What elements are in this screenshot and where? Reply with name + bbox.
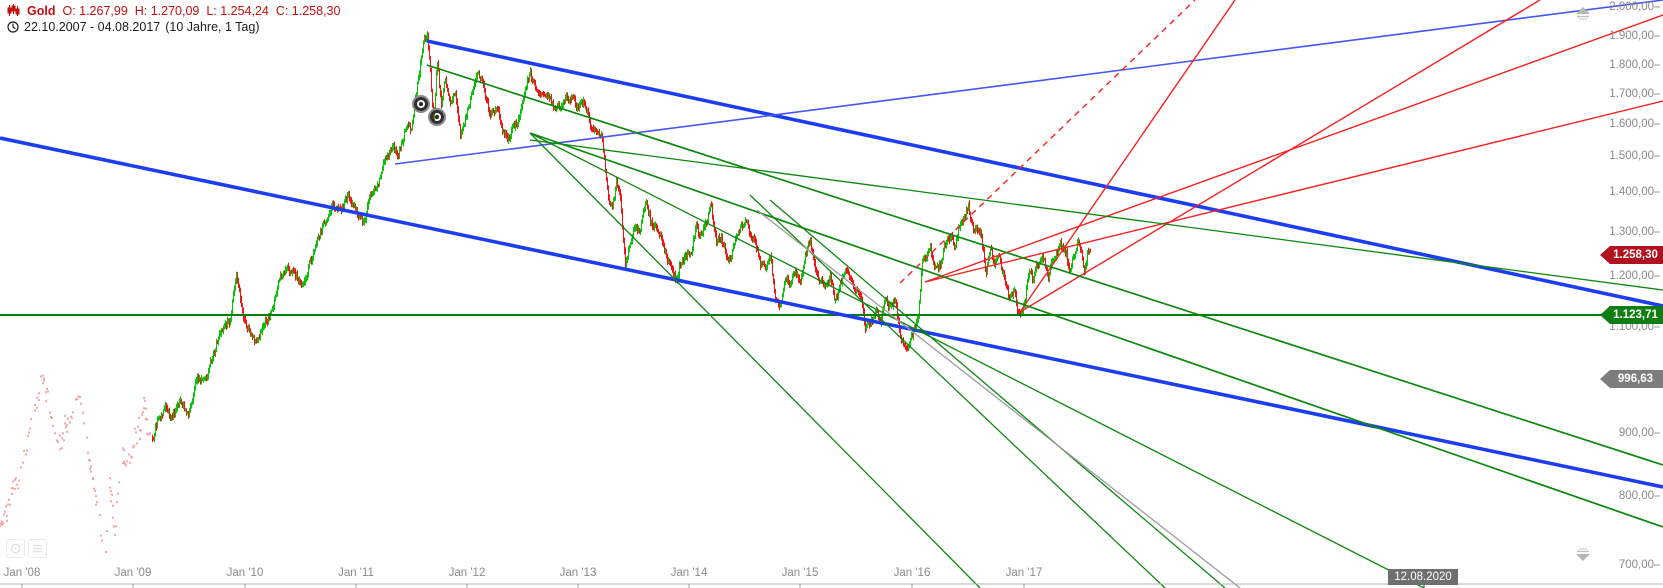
trendline-green-steep-1 xyxy=(529,132,981,588)
x-axis-label: Jan '10 xyxy=(226,567,264,579)
ohlc-values: O: 1.267,99 H: 1.270,09 L: 1.254,24 C: 1… xyxy=(62,3,341,18)
trendline-red-fan-mid xyxy=(1019,0,1541,313)
trendline-red-fan-lower xyxy=(924,100,1663,283)
pivot-marker xyxy=(428,108,446,126)
y-axis-label: 1.500,00 xyxy=(1609,150,1654,162)
trendline-green-fan-1 xyxy=(426,64,1663,466)
instrument-name: Gold xyxy=(27,3,56,18)
x-axis-label: Jan '17 xyxy=(1005,567,1043,579)
y-axis-label: 1.900,00 xyxy=(1609,30,1654,42)
chart-subheader: 22.10.2007 - 04.08.2017 (10 Jahre, 1 Tag… xyxy=(7,19,260,34)
y-axis-label: 1.100,00 xyxy=(1609,321,1654,333)
trendline-date-badge: 12.08.2020 xyxy=(1388,569,1458,585)
trendline-green-gentle xyxy=(529,139,1663,291)
y-axis-label: 700,00 xyxy=(1618,559,1654,571)
trendline-green-steep-2 xyxy=(749,194,1166,588)
x-axis-label: Jan '15 xyxy=(781,567,819,579)
trendline-green-steep-3 xyxy=(769,199,1226,588)
x-axis-label: Jan '14 xyxy=(670,567,708,579)
x-axis-label: Jan '16 xyxy=(893,567,931,579)
trendline-blue-channel-upper xyxy=(426,39,1663,308)
trendline-red-fan-upper xyxy=(924,14,1663,283)
lines-icon xyxy=(33,544,42,553)
x-axis-label: Jan '08 xyxy=(3,567,41,579)
y-axis-label: 1.200,00 xyxy=(1609,270,1654,282)
support-level-badge: 1.123,71 xyxy=(1600,306,1663,324)
pivot-marker xyxy=(412,95,430,113)
y-axis-label: 1.800,00 xyxy=(1609,59,1654,71)
chart-tool-button-1[interactable] xyxy=(6,539,25,558)
trendline-blue-channel-lower xyxy=(0,136,1663,489)
last-price-badge: 1.258,30 xyxy=(1600,246,1663,264)
y-axis-label: 800,00 xyxy=(1618,490,1654,502)
timeframe: (10 Jahre, 1 Tag) xyxy=(165,19,260,34)
trendline-red-fan-steep xyxy=(1019,0,1236,313)
y-axis-label: 2.000,00 xyxy=(1609,1,1654,13)
y-axis-label: 900,00 xyxy=(1618,427,1654,439)
x-axis-label: Jan '12 xyxy=(448,567,486,579)
chart-header: Gold O: 1.267,99 H: 1.270,09 L: 1.254,24… xyxy=(7,3,340,18)
trendline-green-fan-2 xyxy=(529,132,1663,528)
trendline-green-to-aug-2020 xyxy=(529,132,1425,588)
indicator-level-badge: 996,63 xyxy=(1600,370,1663,388)
trendline-blue-ascending xyxy=(394,0,1663,165)
chart-tool-button-2[interactable] xyxy=(28,539,47,558)
trendline-red-dashed-projection xyxy=(899,0,1196,284)
clock-icon xyxy=(7,20,19,33)
x-axis-label: Jan '09 xyxy=(114,567,152,579)
x-axis-label: Jan '11 xyxy=(338,567,374,579)
scroll-up-icon[interactable] xyxy=(1576,7,1590,14)
scroll-down-icon[interactable] xyxy=(1576,554,1590,561)
date-range: 22.10.2007 - 04.08.2017 xyxy=(24,19,161,34)
y-axis-label: 1.300,00 xyxy=(1609,226,1654,238)
y-axis-label: 1.600,00 xyxy=(1609,118,1654,130)
y-axis-label: 1.700,00 xyxy=(1609,88,1654,100)
y-axis-label: 1.400,00 xyxy=(1609,186,1654,198)
candlestick-icon xyxy=(7,4,20,16)
trendline-gray-trend xyxy=(756,209,1241,588)
x-axis-label: Jan '13 xyxy=(559,567,597,579)
circle-icon xyxy=(10,543,21,554)
